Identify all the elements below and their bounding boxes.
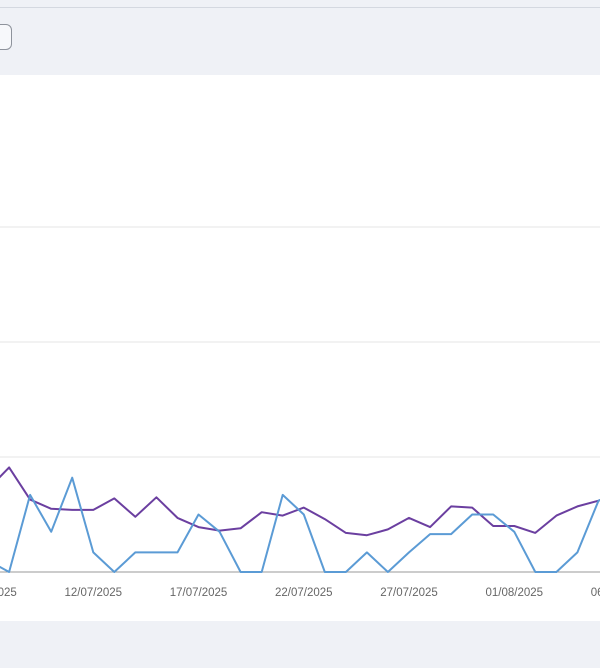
x-tick-label: 12/07/2025 [65,587,123,599]
x-tick-label: 06/08/2025 [591,587,600,599]
series-line-1 [0,466,600,537]
grid-lines [0,226,600,458]
x-tick-labels: 07/07/2025 12/07/2025 17/07/2025 22/07/2025… [0,587,600,599]
x-tick-label: 27/07/2025 [380,587,438,599]
filter-button[interactable] [0,24,12,50]
x-tick-label: 07/07/2025 [0,587,17,599]
x-tick-label: 22/07/2025 [275,587,333,599]
x-tick-label: 01/08/2025 [486,587,544,599]
series-line-2 [0,476,600,573]
footer-strip [0,621,600,668]
series-lines [0,466,600,573]
line-chart: 07/07/2025 12/07/2025 17/07/2025 22/07/2025… [0,226,600,599]
chart-panel: 07/07/2025 12/07/2025 17/07/2025 22/07/2025… [0,75,600,621]
chart-toolbar [0,8,600,75]
top-border [0,7,600,8]
x-tick-label: 17/07/2025 [170,587,228,599]
